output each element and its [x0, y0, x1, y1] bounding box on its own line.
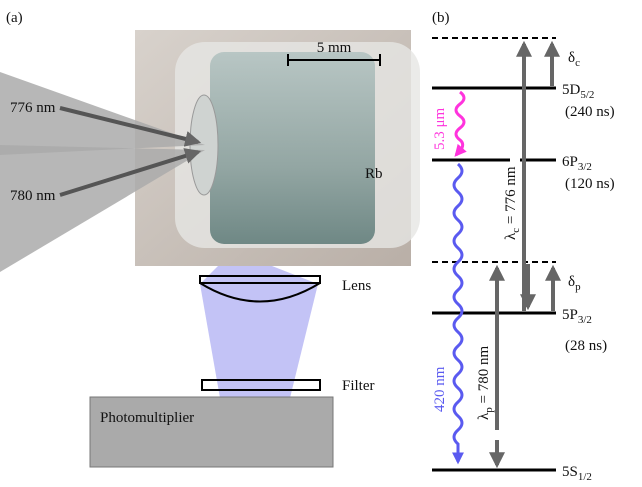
beam-arrow: [59, 106, 202, 147]
panel-label: (b): [432, 10, 450, 26]
beam: [0, 72, 205, 155]
filter: [201, 379, 321, 391]
emission-label: 420 nm: [432, 366, 448, 412]
level-label: 5P3/2: [562, 307, 592, 326]
level-label: 5D5/2: [562, 82, 594, 101]
ir-emission: [454, 90, 467, 157]
lifetime: (240 ns): [565, 104, 615, 120]
lifetime: (120 ns): [565, 176, 615, 192]
lens-label: Lens: [342, 278, 371, 294]
lens: [199, 282, 321, 303]
lens: [199, 275, 321, 284]
rb-powder: [210, 52, 375, 244]
detuning-label: δc: [568, 50, 580, 69]
detector-label: Photomultiplier: [100, 410, 194, 426]
beam-label: 776 nm: [10, 100, 56, 116]
beam: [0, 145, 205, 272]
fluorescence-cone: [200, 266, 318, 398]
photomultiplier: [89, 396, 334, 468]
blue-emission: [452, 162, 464, 465]
scale-label: 5 mm: [317, 40, 352, 56]
detuning-label: δp: [568, 274, 581, 293]
level-label: 5S1/2: [562, 464, 592, 483]
beam-arrow: [59, 148, 202, 197]
panel-label: (a): [6, 10, 23, 26]
lifetime: (28 ns): [565, 338, 607, 354]
transition-label: λp = 780 nm: [476, 346, 495, 420]
transition-label: λc = 776 nm: [503, 166, 522, 240]
emission-label: 5.3 μm: [432, 107, 448, 150]
filter-label: Filter: [342, 378, 375, 394]
levels: [432, 37, 556, 472]
beam-label: 780 nm: [10, 188, 56, 204]
sample-label: Rb: [365, 166, 383, 182]
level-label: 6P3/2: [562, 154, 592, 173]
